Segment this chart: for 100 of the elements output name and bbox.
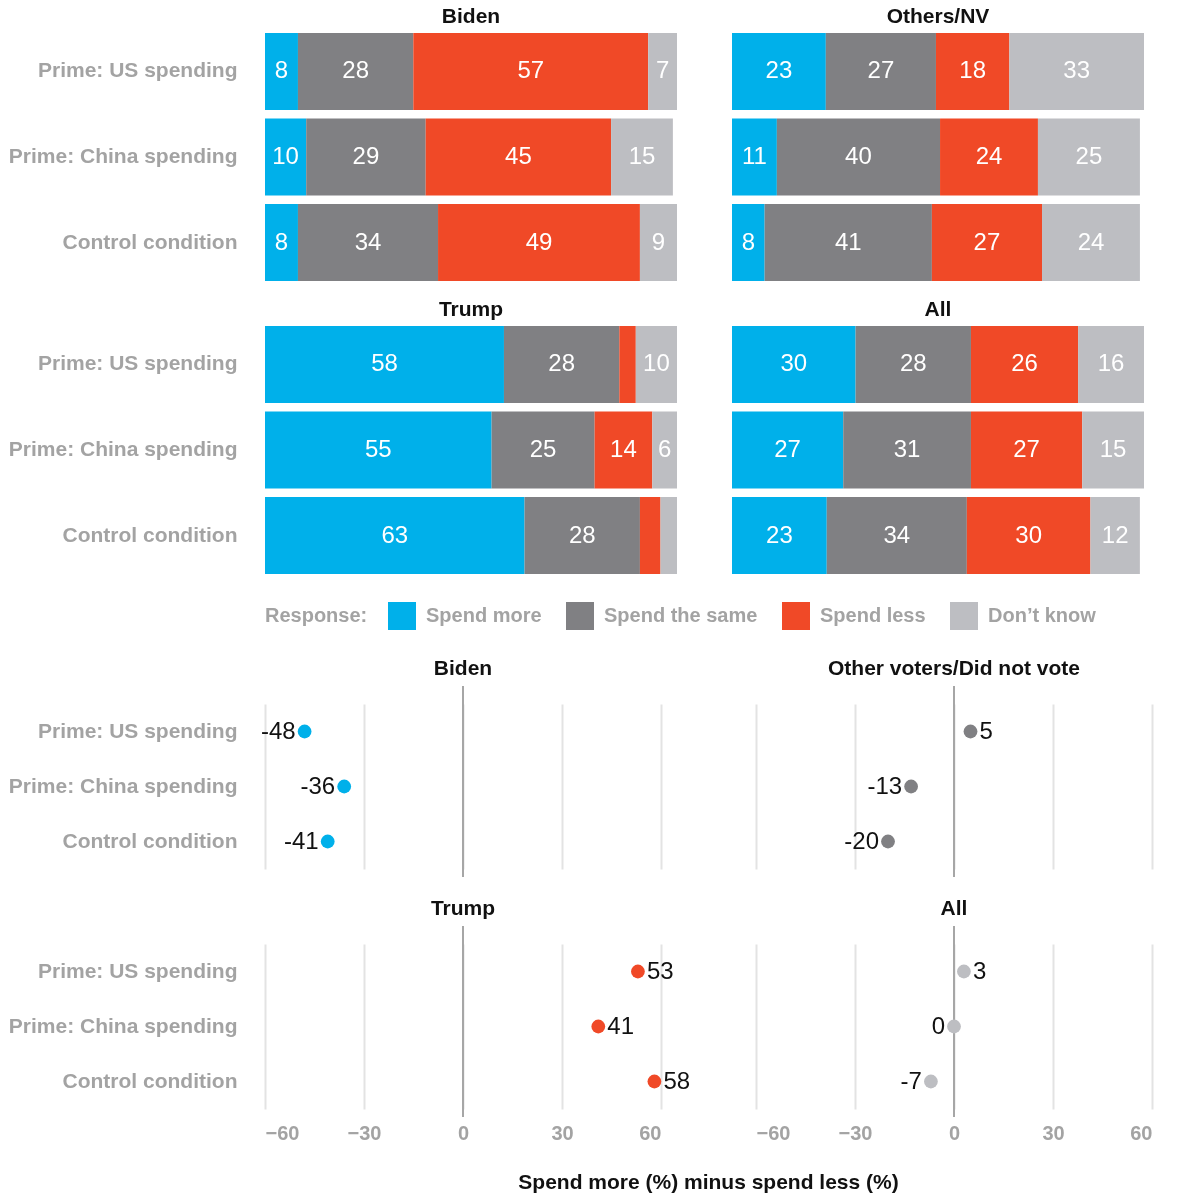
data-label: 8 — [741, 227, 755, 255]
data-label: -13 — [867, 771, 903, 799]
chart-title: Others/NV — [886, 4, 990, 27]
data-label: 26 — [1011, 349, 1038, 377]
data-label: 27 — [1013, 435, 1040, 462]
y-tick-label: Prime: US spending — [37, 959, 238, 982]
y-tick-label: Control condition — [62, 829, 238, 852]
data-label: 34 — [354, 227, 382, 255]
bar — [1042, 204, 1140, 281]
data-label: 28 — [899, 349, 927, 377]
data-label: 23 — [765, 56, 793, 84]
data-label: 14 — [610, 435, 637, 462]
bar — [491, 411, 595, 489]
x-tick-label: 60 — [639, 1121, 662, 1144]
chart-title: Biden — [433, 656, 493, 679]
legend-label: Spend less — [820, 604, 926, 626]
bar — [639, 497, 661, 574]
data-label: 8 — [274, 227, 289, 255]
legend-label: Spend the same — [604, 604, 758, 626]
chart-title: All — [924, 297, 952, 320]
bar — [826, 497, 967, 574]
data-label: 6 — [657, 435, 672, 462]
bar — [1009, 33, 1144, 110]
bar — [732, 326, 856, 403]
data-label: 7 — [655, 56, 670, 84]
data-label: -41 — [284, 826, 319, 854]
bar — [931, 204, 1043, 281]
bar — [843, 411, 971, 489]
x-tick-label: −30 — [347, 1121, 382, 1144]
data-label: 58 — [663, 1066, 691, 1094]
data-label: 16 — [1097, 349, 1125, 377]
y-tick-label: Control condition — [62, 229, 238, 253]
x-axis-title: Spend more (%) minus spend less (%) — [518, 1169, 899, 1193]
x-tick-label: 0 — [948, 1121, 961, 1144]
data-label: 30 — [1015, 520, 1042, 548]
legend-title: Response: — [265, 604, 368, 626]
x-tick-label: 60 — [1130, 1121, 1153, 1144]
data-label: 5 — [979, 716, 993, 744]
bar — [265, 118, 307, 196]
data-label: 28 — [548, 349, 575, 377]
bar — [732, 33, 826, 110]
bar — [660, 497, 677, 574]
y-tick-label: Prime: US spending — [37, 719, 238, 742]
data-label: 28 — [342, 56, 369, 84]
bar — [306, 118, 426, 196]
bar — [503, 326, 620, 403]
data-label: 24 — [1077, 227, 1105, 255]
data-label: 57 — [517, 56, 545, 84]
bar — [425, 118, 612, 196]
data-label: 25 — [1075, 142, 1103, 169]
data-label: 9 — [651, 227, 666, 255]
bar — [764, 204, 932, 281]
legend-label: Spend more — [426, 604, 542, 626]
bar — [635, 326, 677, 403]
bar — [1090, 497, 1140, 574]
x-tick-label: 30 — [551, 1121, 574, 1144]
data-label: 33 — [1063, 56, 1091, 84]
data-label: 27 — [867, 56, 895, 84]
bar — [438, 204, 640, 281]
data-label: 0 — [931, 1011, 945, 1039]
bar — [776, 118, 941, 196]
bar — [524, 497, 640, 574]
x-tick-label: 30 — [1042, 1121, 1065, 1144]
data-label: 45 — [505, 142, 532, 169]
data-label: 15 — [1099, 435, 1127, 462]
data-label: 25 — [529, 435, 557, 462]
bar — [935, 33, 1010, 110]
bar — [648, 33, 677, 110]
bar — [265, 411, 492, 489]
data-label: -20 — [844, 826, 879, 854]
data-label: 31 — [893, 435, 921, 462]
x-tick-label: −60 — [756, 1121, 791, 1144]
y-tick-label: Prime: China spending — [8, 437, 238, 460]
bar — [940, 118, 1038, 196]
y-tick-label: Prime: China spending — [8, 1014, 238, 1037]
data-label: 3 — [972, 956, 987, 984]
y-tick-label: Prime: China spending — [8, 144, 238, 167]
chart-title: Trump — [430, 896, 496, 919]
y-tick-label: Control condition — [62, 1069, 238, 1092]
data-label: 55 — [364, 435, 392, 462]
data-label: 18 — [959, 56, 987, 84]
bar — [297, 204, 439, 281]
data-label: 27 — [774, 435, 801, 462]
data-label: 58 — [371, 349, 398, 377]
data-label: -7 — [900, 1066, 922, 1094]
data-label: 41 — [607, 1011, 634, 1039]
chart-title: All — [940, 896, 968, 919]
bar — [1078, 326, 1144, 403]
bar — [732, 411, 844, 489]
bar — [265, 326, 504, 403]
bar — [265, 33, 298, 110]
data-label: 63 — [381, 520, 409, 548]
data-label: 11 — [741, 142, 767, 169]
data-label: -36 — [300, 771, 336, 799]
bar — [611, 118, 673, 196]
data-label: 10 — [272, 142, 299, 169]
y-tick-label: Prime: US spending — [37, 58, 238, 82]
data-label: 8 — [274, 56, 289, 84]
data-label: 12 — [1101, 520, 1129, 548]
bar — [970, 411, 1083, 489]
